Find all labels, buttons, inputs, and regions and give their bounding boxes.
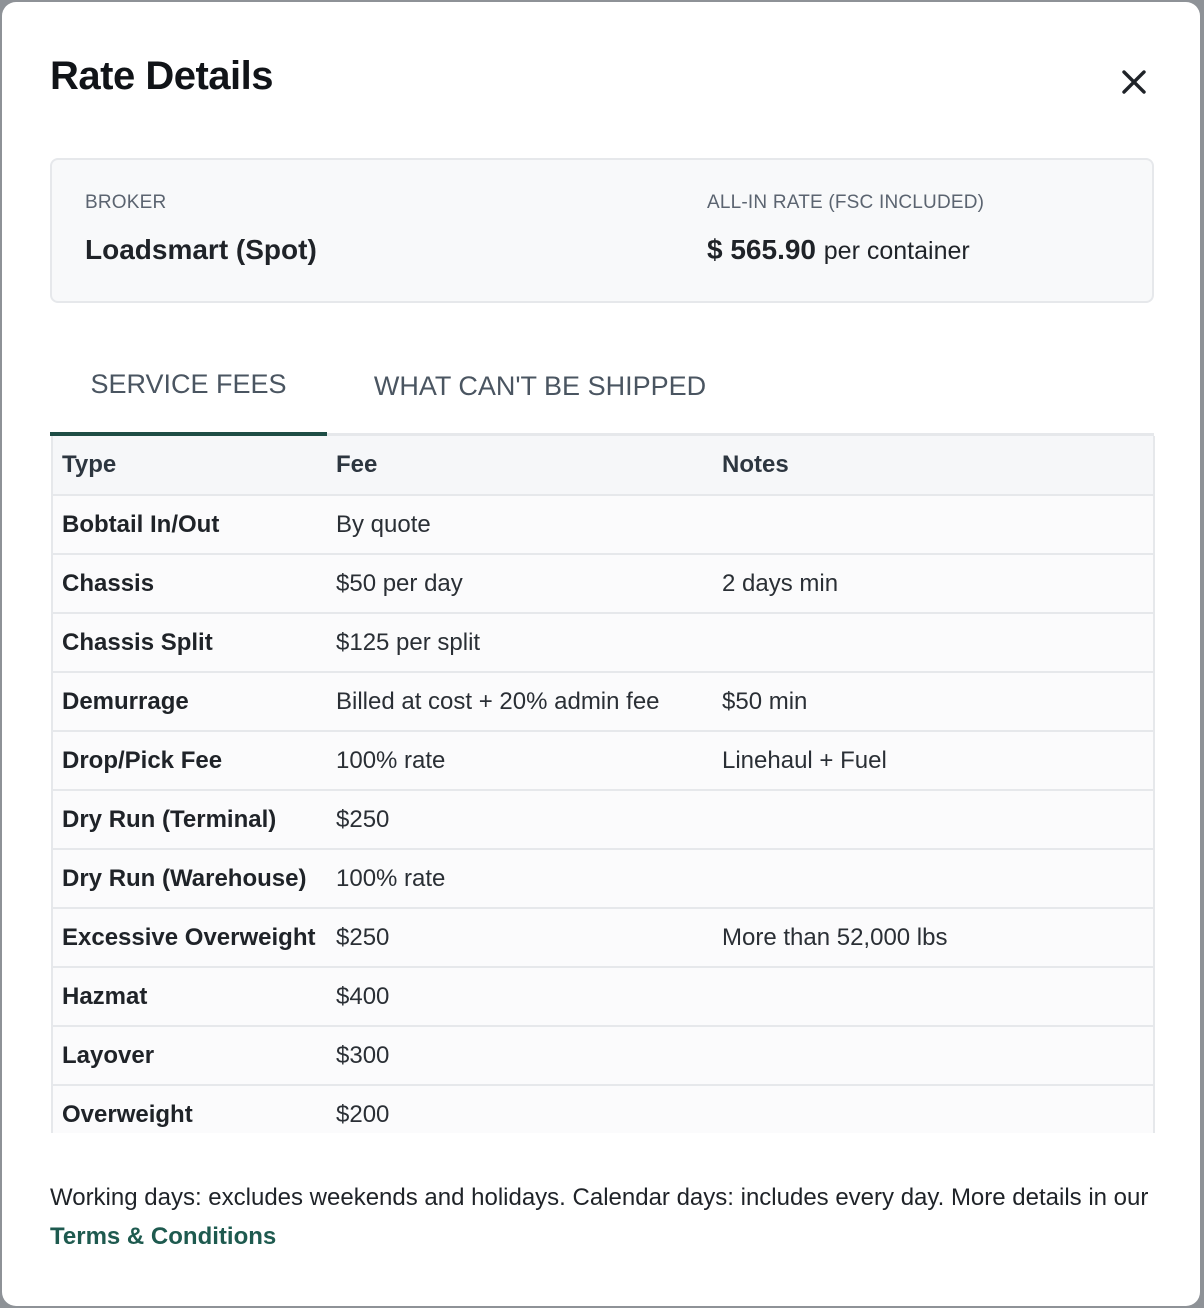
rate-value-group: $ 565.90 per container	[707, 234, 970, 266]
close-icon	[1122, 70, 1146, 94]
fee-amount: 100% rate	[327, 849, 713, 909]
table-row: Demurrage Billed at cost + 20% admin fee…	[53, 672, 1153, 732]
fee-type: Excessive Overweight	[53, 908, 327, 968]
fee-notes	[713, 1026, 1153, 1086]
fees-table: Type Fee Notes Bobtail In/Out By quote C…	[53, 436, 1153, 1133]
tab-bar: SERVICE FEES WHAT CAN'T BE SHIPPED	[50, 336, 1154, 436]
fee-type: Drop/Pick Fee	[53, 731, 327, 791]
fees-table-scroll[interactable]: Type Fee Notes Bobtail In/Out By quote C…	[51, 436, 1155, 1133]
fee-type: Dry Run (Warehouse)	[53, 849, 327, 909]
fee-amount: $250	[327, 908, 713, 968]
terms-link[interactable]: Terms & Conditions	[50, 1223, 277, 1250]
footer-note: Working days: excludes weekends and holi…	[50, 1178, 1154, 1256]
fee-notes	[713, 495, 1153, 555]
fee-type: Chassis Split	[53, 613, 327, 673]
fee-notes	[713, 790, 1153, 850]
fee-notes	[713, 1085, 1153, 1133]
fee-type: Chassis	[53, 554, 327, 614]
fee-type: Dry Run (Terminal)	[53, 790, 327, 850]
fee-amount: $250	[327, 790, 713, 850]
table-row: Chassis Split $125 per split	[53, 613, 1153, 673]
rate-value: $ 565.90	[707, 234, 816, 265]
fee-amount: $300	[327, 1026, 713, 1086]
table-header-row: Type Fee Notes	[53, 436, 1153, 496]
modal-title: Rate Details	[50, 54, 273, 98]
column-header-fee: Fee	[327, 436, 713, 496]
fee-amount: 100% rate	[327, 731, 713, 791]
fee-amount: $125 per split	[327, 613, 713, 673]
column-header-notes: Notes	[713, 436, 1153, 496]
fee-type: Demurrage	[53, 672, 327, 732]
broker-label: BROKER	[85, 192, 167, 213]
fee-amount: $400	[327, 967, 713, 1027]
fee-notes: Linehaul + Fuel	[713, 731, 1153, 791]
rate-summary-card: BROKER Loadsmart (Spot) ALL-IN RATE (FSC…	[50, 158, 1154, 303]
tab-service-fees[interactable]: SERVICE FEES	[50, 336, 327, 436]
fee-notes: More than 52,000 lbs	[713, 908, 1153, 968]
fee-amount: Billed at cost + 20% admin fee	[327, 672, 713, 732]
fee-type: Layover	[53, 1026, 327, 1086]
fee-type: Overweight	[53, 1085, 327, 1133]
table-row: Chassis $50 per day 2 days min	[53, 554, 1153, 614]
table-row: Overweight $200	[53, 1085, 1153, 1133]
fee-amount: $200	[327, 1085, 713, 1133]
fee-type: Bobtail In/Out	[53, 495, 327, 555]
close-button[interactable]	[1114, 62, 1154, 102]
broker-value: Loadsmart (Spot)	[85, 234, 317, 265]
rate-label: ALL-IN RATE (FSC INCLUDED)	[707, 192, 985, 213]
fee-notes	[713, 613, 1153, 673]
tab-what-cant-be-shipped[interactable]: WHAT CAN'T BE SHIPPED	[373, 370, 707, 401]
fee-amount: By quote	[327, 495, 713, 555]
table-row: Excessive Overweight $250 More than 52,0…	[53, 908, 1153, 968]
table-row: Layover $300	[53, 1026, 1153, 1086]
fee-notes: $50 min	[713, 672, 1153, 732]
fee-notes: 2 days min	[713, 554, 1153, 614]
table-row: Drop/Pick Fee 100% rate Linehaul + Fuel	[53, 731, 1153, 791]
table-row: Hazmat $400	[53, 967, 1153, 1027]
column-header-type: Type	[53, 436, 327, 496]
fee-notes	[713, 967, 1153, 1027]
fee-amount: $50 per day	[327, 554, 713, 614]
footer-text: Working days: excludes weekends and holi…	[50, 1184, 1149, 1211]
rate-unit: per container	[823, 237, 970, 265]
table-row: Bobtail In/Out By quote	[53, 495, 1153, 555]
table-row: Dry Run (Warehouse) 100% rate	[53, 849, 1153, 909]
table-row: Dry Run (Terminal) $250	[53, 790, 1153, 850]
fee-notes	[713, 849, 1153, 909]
fee-type: Hazmat	[53, 967, 327, 1027]
